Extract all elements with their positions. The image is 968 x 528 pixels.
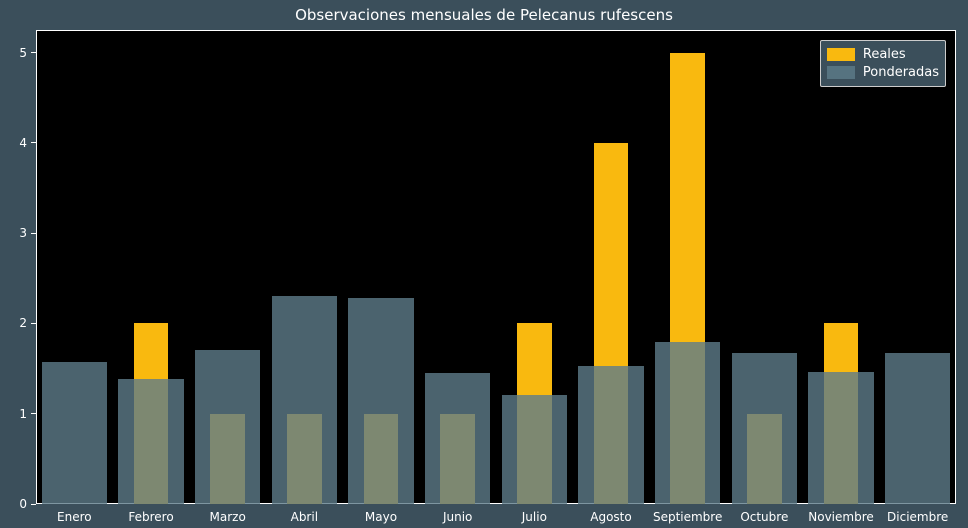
- axis-spine-left: [36, 30, 37, 504]
- x-tick-label: Marzo: [210, 510, 246, 524]
- x-tick-label: Agosto: [590, 510, 631, 524]
- legend-swatch: [827, 48, 855, 61]
- legend-item: Ponderadas: [827, 65, 939, 80]
- ponderadas-bar: [502, 395, 567, 504]
- chart-figure: Observaciones mensuales de Pelecanus ruf…: [0, 0, 968, 528]
- y-tick-label: 0: [0, 497, 27, 511]
- y-tick-mark: [31, 504, 36, 505]
- y-tick-label: 1: [0, 407, 27, 421]
- axis-spine-right: [955, 30, 956, 504]
- ponderadas-bar: [732, 353, 797, 504]
- ponderadas-bar: [808, 372, 873, 504]
- x-tick-label: Septiembre: [653, 510, 722, 524]
- y-tick-mark: [31, 52, 36, 53]
- chart-title: Observaciones mensuales de Pelecanus ruf…: [0, 6, 968, 24]
- y-tick-label: 3: [0, 226, 27, 240]
- legend-label: Reales: [863, 47, 906, 62]
- y-tick-label: 5: [0, 46, 27, 60]
- y-tick-mark: [31, 413, 36, 414]
- x-tick-label: Febrero: [128, 510, 173, 524]
- ponderadas-bar: [272, 296, 337, 504]
- ponderadas-bar: [195, 350, 260, 504]
- legend-label: Ponderadas: [863, 65, 939, 80]
- x-tick-label: Abril: [291, 510, 318, 524]
- legend: Reales Ponderadas: [820, 40, 946, 87]
- plot-area: Reales Ponderadas: [36, 30, 956, 504]
- x-tick-label: Noviembre: [808, 510, 874, 524]
- x-tick-label: Mayo: [365, 510, 397, 524]
- ponderadas-bar: [655, 342, 720, 504]
- x-tick-label: Junio: [443, 510, 472, 524]
- legend-item: Reales: [827, 47, 939, 62]
- ponderadas-bar: [885, 353, 950, 504]
- y-tick-mark: [31, 233, 36, 234]
- x-tick-label: Diciembre: [887, 510, 948, 524]
- ponderadas-bar: [348, 298, 413, 504]
- y-tick-mark: [31, 142, 36, 143]
- y-tick-mark: [31, 323, 36, 324]
- y-tick-label: 4: [0, 136, 27, 150]
- ponderadas-bar: [578, 366, 643, 504]
- axis-spine-top: [36, 30, 956, 31]
- ponderadas-bar: [42, 362, 107, 504]
- ponderadas-bar: [425, 373, 490, 504]
- x-tick-label: Octubre: [740, 510, 788, 524]
- x-tick-label: Julio: [522, 510, 547, 524]
- x-tick-label: Enero: [57, 510, 92, 524]
- legend-swatch: [827, 66, 855, 79]
- ponderadas-bar: [118, 379, 183, 504]
- y-tick-label: 2: [0, 316, 27, 330]
